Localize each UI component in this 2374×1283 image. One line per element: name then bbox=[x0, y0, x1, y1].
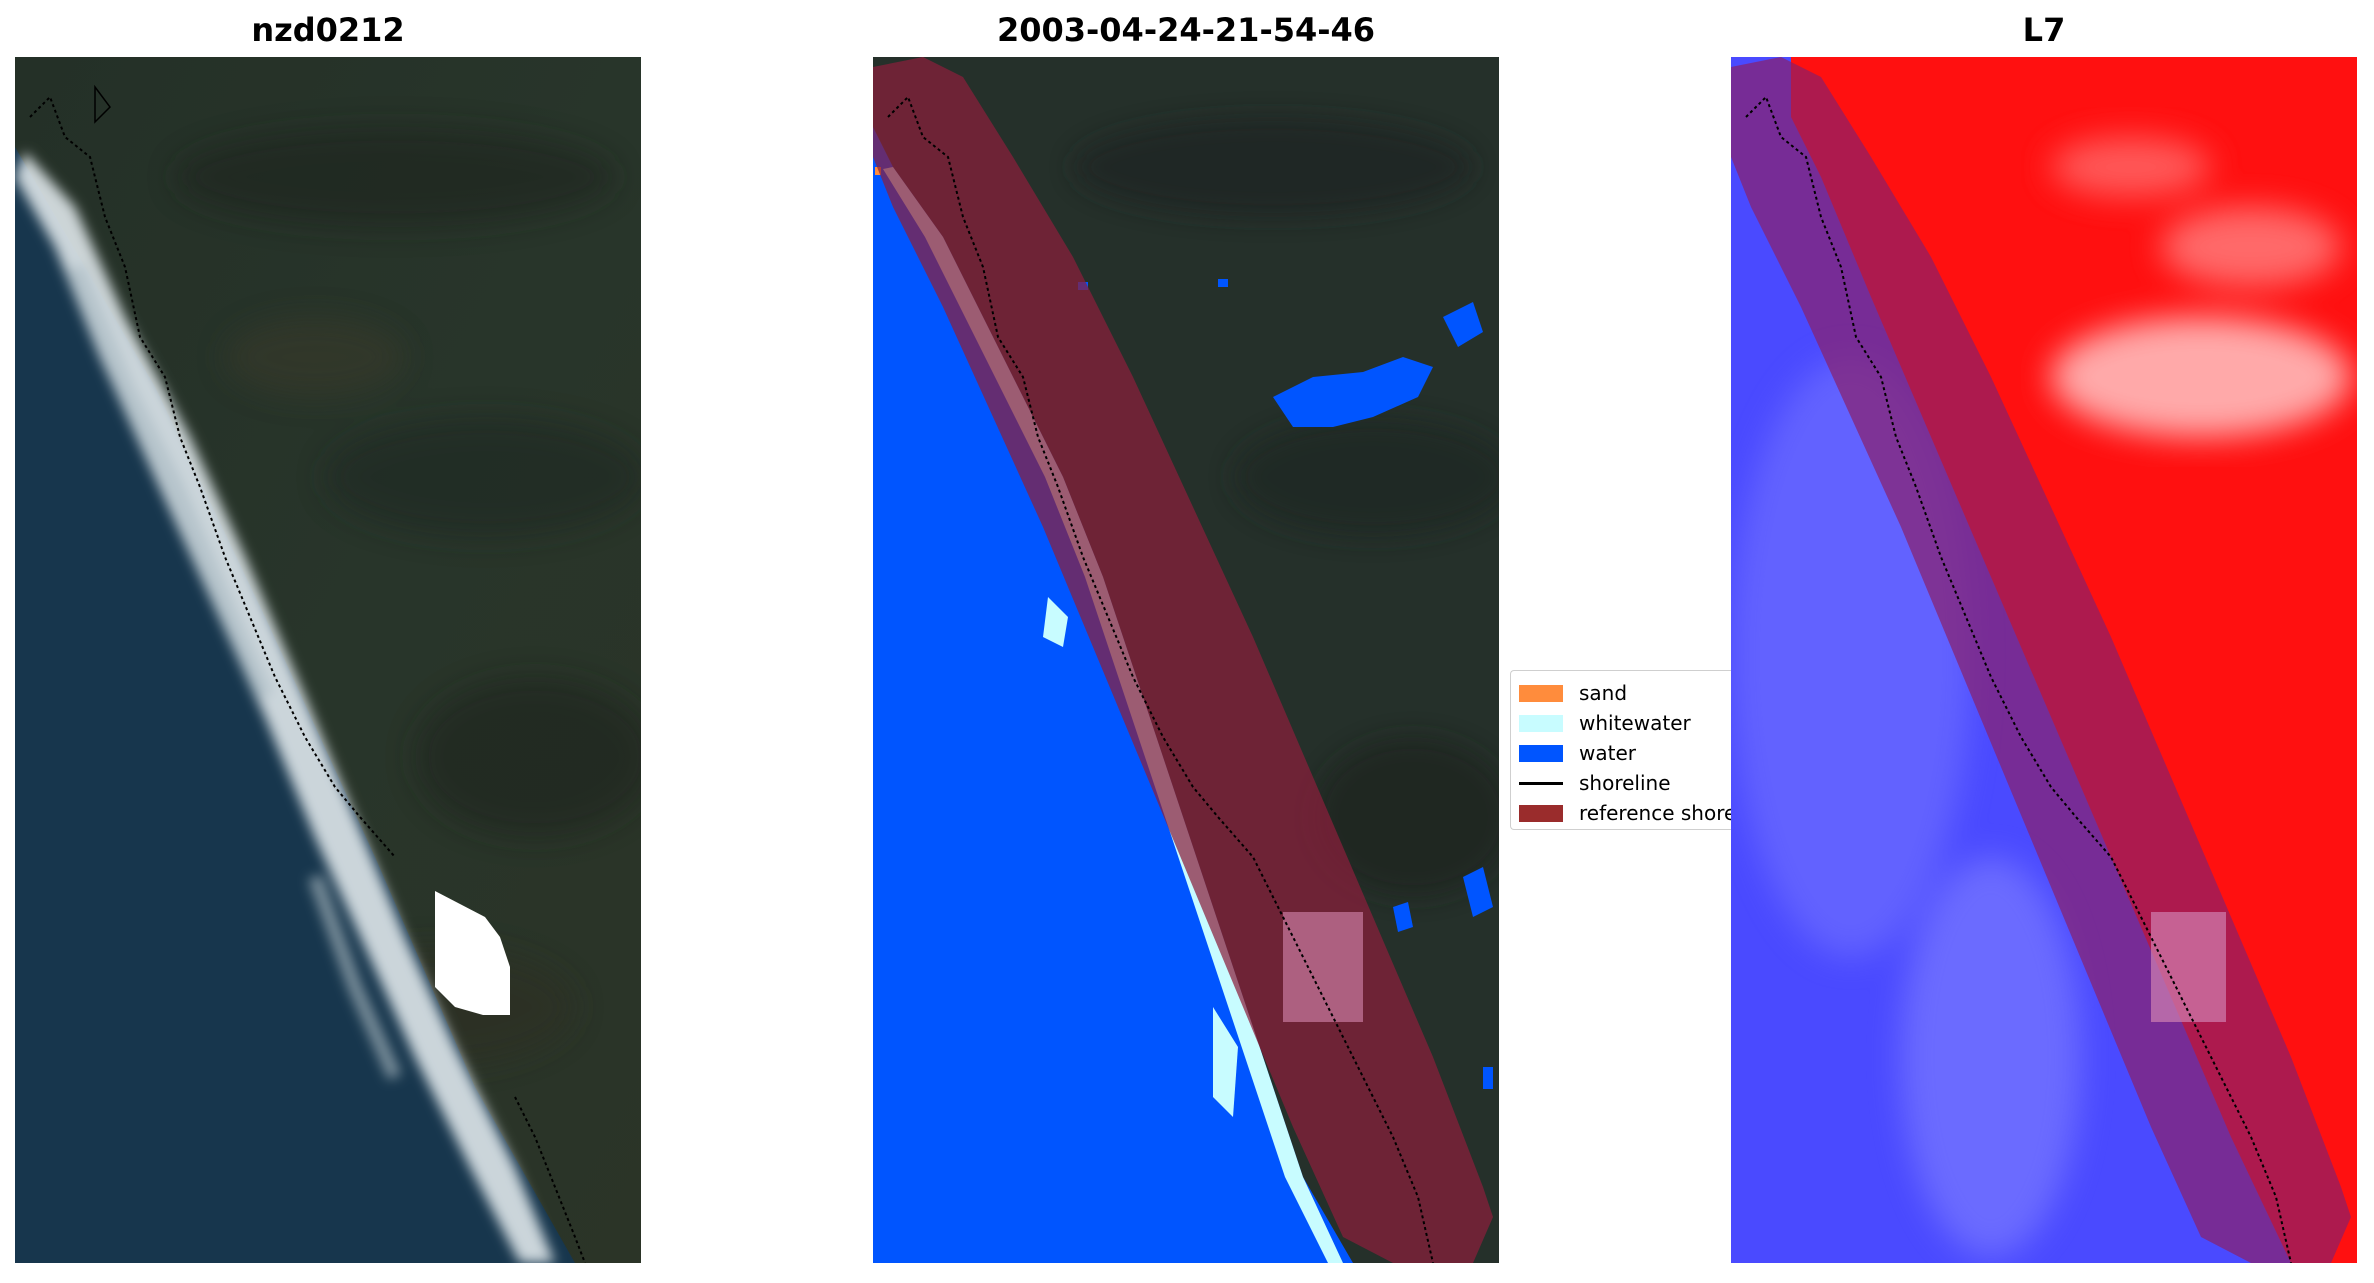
index-image-panel bbox=[1731, 57, 2357, 1263]
legend-label-water: water bbox=[1579, 741, 1636, 765]
legend-swatch-water bbox=[1519, 744, 1563, 762]
legend-swatch-reference-shoreline bbox=[1519, 804, 1563, 822]
index-image bbox=[1731, 57, 2357, 1263]
legend-item-water: water bbox=[1519, 741, 1636, 765]
classified-image-panel bbox=[873, 57, 1499, 1263]
rgb-image-panel bbox=[15, 57, 641, 1263]
panel-title-index: L7 bbox=[2022, 11, 2066, 49]
legend-item-reference-shoreline: reference shoreline bbox=[1519, 801, 1731, 825]
legend-label-reference-shoreline: reference shoreline bbox=[1579, 801, 1731, 825]
legend-item-sand: sand bbox=[1519, 681, 1627, 705]
panel-title-classified: 2003-04-24-21-54-46 bbox=[996, 11, 1376, 49]
legend-swatch-whitewater bbox=[1519, 714, 1563, 732]
legend-item-whitewater: whitewater bbox=[1519, 711, 1691, 735]
legend: sand whitewater water shoreline referenc… bbox=[1510, 670, 1731, 830]
legend-item-shoreline: shoreline bbox=[1519, 771, 1671, 795]
legend-label-shoreline: shoreline bbox=[1579, 771, 1671, 795]
panel-title-rgb: nzd0212 bbox=[251, 11, 405, 49]
classified-image bbox=[873, 57, 1499, 1263]
legend-line-shoreline bbox=[1519, 781, 1563, 785]
legend-label-sand: sand bbox=[1579, 681, 1628, 705]
legend-label-whitewater: whitewater bbox=[1579, 711, 1691, 735]
rgb-image bbox=[15, 57, 641, 1263]
legend-swatch-sand bbox=[1519, 684, 1563, 702]
